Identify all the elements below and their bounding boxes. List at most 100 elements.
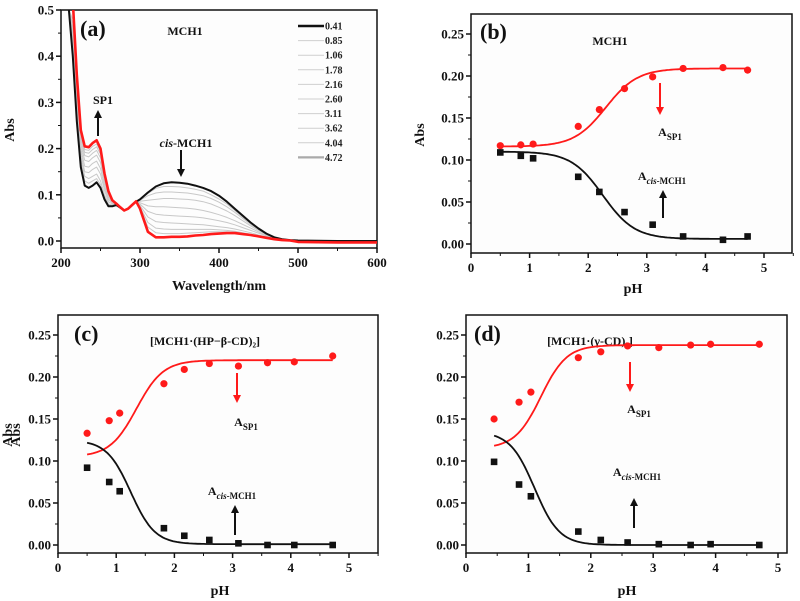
- data-point-cis-mch1: [649, 221, 656, 228]
- data-point-cis-mch1: [105, 478, 113, 486]
- label-sub: SP1: [636, 409, 652, 419]
- data-point-sp1: [517, 141, 525, 149]
- y-tick-label: 0.15: [441, 111, 464, 126]
- y-tick-label: 0.10: [441, 153, 464, 168]
- plot-frame: [465, 314, 788, 554]
- label-sub-italic: cis: [217, 491, 227, 501]
- panel-label: (d): [474, 321, 501, 346]
- data-point-cis-mch1: [490, 458, 498, 466]
- x-tick-label: 600: [367, 255, 387, 270]
- x-tick-label: 4: [712, 560, 719, 575]
- label-a-cis-mch1: Acis-MCH1: [208, 484, 257, 501]
- panel-label: (a): [80, 16, 106, 41]
- data-point-cis-mch1: [574, 173, 582, 181]
- data-point-sp1: [655, 344, 663, 352]
- y-tick-label: 0.25: [441, 27, 464, 42]
- data-point-cis-mch1: [707, 540, 714, 548]
- y-tick-label: 0.15: [28, 412, 51, 427]
- arrow-sp1-head: [656, 107, 664, 115]
- panel-d: 0 1 2 3 4 5 0.00 0.05 0.10 0.15 0.20 0.25 pH Abs (d) [M…: [9, 314, 788, 599]
- y-axis-title: Abs: [1, 423, 16, 447]
- data-point-cis-mch1: [755, 541, 763, 549]
- y-tick-label: 0.05: [441, 195, 464, 210]
- y-tick-label: 0.3: [38, 95, 55, 110]
- x-tick-label: 500: [288, 255, 308, 270]
- data-point-cis-mch1: [497, 149, 504, 156]
- label-sub: -MCH1: [227, 491, 257, 501]
- plot-frame: [470, 13, 793, 254]
- data-point-sp1: [527, 388, 535, 396]
- legend-label: 1.06: [325, 51, 343, 62]
- data-point-sp1: [83, 429, 91, 437]
- data-point-cis-mch1: [329, 541, 337, 549]
- data-point-sp1: [515, 398, 523, 406]
- data-point-cis-mch1: [83, 464, 91, 472]
- x-tick-label: 200: [51, 255, 71, 270]
- data-point-cis-mch1: [180, 532, 188, 540]
- data-point-cis-mch1: [116, 487, 123, 495]
- label-sub: SP1: [243, 422, 259, 432]
- data-point-sp1: [574, 354, 582, 362]
- data-point-sp1: [707, 340, 715, 348]
- x-tick-label: 1: [525, 560, 532, 575]
- data-point-sp1: [263, 359, 272, 367]
- y-tick-label: 0.00: [28, 538, 51, 553]
- panel-label: (b): [480, 19, 507, 44]
- x-tick-label: 400: [209, 255, 229, 270]
- data-point-sp1: [160, 380, 168, 388]
- panel-title: MCH1: [592, 34, 627, 48]
- legend-label: 4.72: [325, 153, 343, 164]
- data-point-cis-mch1: [515, 481, 523, 488]
- data-point-sp1: [755, 340, 763, 348]
- legend-label: 2.60: [325, 95, 343, 106]
- label-main: A: [627, 402, 636, 416]
- data-point-sp1: [719, 64, 727, 72]
- data-point-sp1: [105, 417, 113, 425]
- x-tick-label: 0: [468, 260, 475, 275]
- x-tick-label: 4: [288, 560, 295, 575]
- data-point-cis-mch1: [679, 233, 687, 240]
- plot-area: [496, 64, 752, 244]
- panel-c: 0 1 2 3 4 5 0.00 0.05 0.10 0.15 0.20 0.25 pH Abs (c) [M…: [1, 314, 379, 599]
- data-point-cis-mch1: [264, 541, 271, 549]
- data-point-cis-mch1: [687, 541, 694, 549]
- data-point-sp1: [574, 122, 582, 130]
- spectrum-line-2.60: [68, 10, 377, 242]
- y-tick-label: 0.20: [441, 69, 464, 84]
- x-tick-label: 5: [761, 260, 768, 275]
- legend-label: 3.11: [325, 109, 342, 120]
- data-point-cis-mch1: [744, 233, 751, 240]
- spectrum-line-2.16: [68, 10, 377, 242]
- x-tick-label: 5: [775, 560, 782, 575]
- annotation-normal-part: -MCH1: [173, 136, 212, 150]
- data-point-cis-mch1: [597, 536, 605, 544]
- label-a-cis-mch1: Acis-MCH1: [638, 169, 687, 186]
- label-a-cis-mch1: Acis-MCH1: [613, 465, 662, 482]
- spectrum-line-0.41: [67, 10, 377, 242]
- data-point-sp1: [205, 359, 213, 368]
- data-point-cis-mch1: [235, 540, 242, 547]
- x-axis-title: Wavelength/nm: [172, 279, 266, 294]
- label-sub: SP1: [667, 132, 683, 142]
- data-point-cis-mch1: [624, 539, 631, 546]
- data-point-cis-mch1: [290, 541, 298, 549]
- label-main: A: [208, 484, 217, 498]
- data-point-sp1: [597, 348, 605, 356]
- label-main: A: [638, 169, 647, 183]
- x-tick-label: 1: [113, 560, 120, 575]
- data-point-sp1: [490, 415, 498, 423]
- label-main: A: [234, 415, 243, 429]
- panel-b: 0 1 2 3 4 5 0.00 0.05 0.10 0.15 0.20 0.25 pH Abs (b) MC…: [413, 13, 794, 297]
- y-tick-label: 0.25: [28, 328, 51, 343]
- spectrum-line-3.11: [68, 10, 377, 242]
- data-point-sp1: [234, 362, 243, 370]
- data-point-cis-mch1: [160, 524, 168, 532]
- data-point-cis-mch1: [621, 208, 628, 216]
- data-point-sp1: [496, 142, 504, 150]
- x-axis-title: pH: [211, 584, 230, 599]
- data-point-sp1: [180, 365, 188, 374]
- arrow-cis-mch1-head: [231, 505, 239, 513]
- data-point-sp1: [743, 66, 752, 74]
- legend-label: 1.78: [325, 65, 343, 76]
